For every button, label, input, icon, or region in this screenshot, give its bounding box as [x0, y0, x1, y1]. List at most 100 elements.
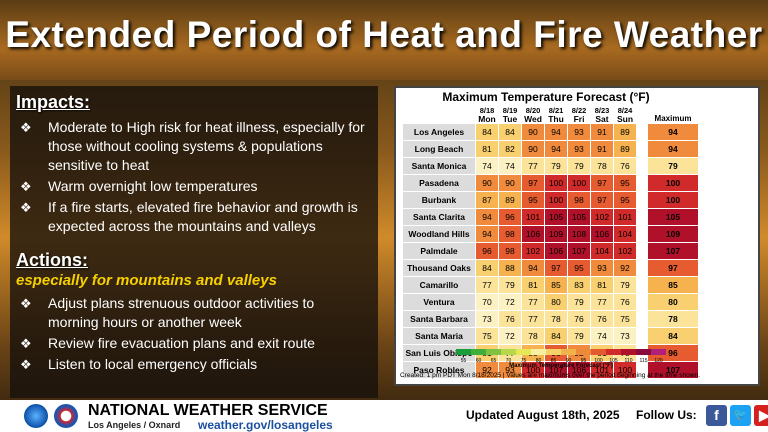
table-row: Santa Maria 75 72 78 84 79 74 73 84 [402, 327, 699, 345]
scale-swatch [456, 349, 471, 355]
bullet-icon: ❖ [20, 120, 32, 135]
website-link[interactable]: weather.gov/losangeles [198, 418, 333, 432]
temp-cell: 102 [521, 242, 545, 260]
table-row: Paso Robles 92 93 100 107 106 101 100 107 [402, 361, 699, 379]
city-cell: Woodland Hills [402, 225, 476, 243]
temp-cell: 97 [590, 174, 614, 192]
bullet-icon: ❖ [20, 179, 32, 194]
scale-tick-label: 55 [461, 358, 467, 363]
temp-cell: 101 [590, 361, 614, 379]
list-item: ❖ Moderate to High risk for heat illness,… [20, 119, 365, 173]
temp-cell: 80 [544, 293, 568, 311]
scale-swatch [561, 349, 576, 355]
page-title: Extended Period of Heat and Fire Weather [5, 14, 763, 55]
actions-heading: Actions: [16, 250, 88, 270]
city-cell: Pasadena [402, 174, 476, 192]
max-cell: 105 [647, 208, 699, 226]
temp-cell: 98 [498, 225, 522, 243]
temp-cell: 81 [475, 140, 499, 158]
temp-cell: 79 [544, 157, 568, 175]
scale-swatch [516, 349, 531, 355]
temp-cell: 102 [590, 208, 614, 226]
temp-cell: 77 [521, 310, 545, 328]
youtube-icon[interactable]: ▶ [754, 405, 768, 426]
spacer [636, 293, 648, 311]
city-cell: Thousand Oaks [402, 259, 476, 277]
day-header: 8/22 Fri [571, 106, 587, 124]
temp-cell: 74 [590, 327, 614, 345]
temp-cell: 107 [567, 242, 591, 260]
city-cell: Santa Maria [402, 327, 476, 345]
temp-cell: 95 [567, 259, 591, 277]
scale-swatch [606, 349, 621, 355]
scale-tick-label: 80 [536, 358, 542, 363]
scale-swatch [621, 349, 636, 355]
impacts-list: ❖ Moderate to High risk for heat illness,… [16, 118, 366, 238]
table-row: Pasadena 90 90 97 100 100 97 95 100 [402, 174, 699, 192]
temp-cell: 90 [475, 174, 499, 192]
maximum-header: Maximum [654, 114, 692, 123]
temp-cell: 109 [544, 225, 568, 243]
temp-cell: 70 [475, 293, 499, 311]
temp-cell: 78 [590, 157, 614, 175]
scale-swatch [471, 349, 486, 355]
temp-cell: 95 [613, 174, 637, 192]
scale-swatch [591, 349, 606, 355]
scale-tick-label: 65 [491, 358, 497, 363]
temp-cell: 89 [613, 140, 637, 158]
temp-cell: 84 [544, 327, 568, 345]
office-name: Los Angeles / Oxnard [88, 420, 181, 430]
temp-cell: 78 [521, 327, 545, 345]
temp-cell: 76 [590, 310, 614, 328]
max-cell: 80 [647, 293, 699, 311]
scale-tick-label: 115 [640, 358, 648, 363]
temp-cell: 79 [613, 276, 637, 294]
table-row: Burbank 87 89 95 100 98 97 95 100 [402, 191, 699, 209]
twitter-icon[interactable]: 🐦 [730, 405, 751, 426]
scale-swatch [636, 349, 651, 355]
max-cell: 84 [647, 327, 699, 345]
day-header: 8/18 Mon [478, 106, 496, 124]
temp-cell: 100 [613, 361, 637, 379]
temp-cell: 90 [521, 123, 545, 141]
city-cell: Palmdale [402, 242, 476, 260]
temp-cell: 79 [567, 293, 591, 311]
max-cell: 107 [647, 242, 699, 260]
scale-swatch [501, 349, 516, 355]
city-cell: Ventura [402, 293, 476, 311]
table-row: Long Beach 81 82 90 94 93 91 89 94 [402, 140, 699, 158]
temp-cell: 84 [475, 259, 499, 277]
facebook-icon[interactable]: f [706, 405, 727, 426]
city-cell: Los Angeles [402, 123, 476, 141]
temp-cell: 83 [567, 276, 591, 294]
temp-cell: 102 [613, 242, 637, 260]
city-cell: Santa Barbara [402, 310, 476, 328]
temp-cell: 76 [498, 310, 522, 328]
temp-cell: 88 [498, 259, 522, 277]
temp-cell: 94 [475, 225, 499, 243]
temp-cell: 79 [567, 327, 591, 345]
scale-tick-label: 85 [551, 358, 557, 363]
temp-cell: 106 [567, 361, 591, 379]
impacts-heading: Impacts: [16, 92, 91, 112]
spacer [636, 225, 648, 243]
table-row: Thousand Oaks 84 88 94 97 95 93 92 97 [402, 259, 699, 277]
spacer [636, 310, 648, 328]
temp-cell: 93 [567, 123, 591, 141]
forecast-table: 8/18 Mon 8/19 Tue 8/20 Wed 8/21 Thu 8/22 Fri 8/23 S… [402, 103, 699, 379]
temp-cell: 96 [498, 208, 522, 226]
follow-us-label: Follow Us: [636, 408, 697, 422]
spacer [636, 174, 648, 192]
max-cell: 97 [647, 259, 699, 277]
max-cell: 107 [647, 361, 699, 379]
spacer [636, 208, 648, 226]
temperature-color-scale [456, 349, 666, 355]
table-row: Santa Monica 74 74 77 79 79 78 76 79 [402, 157, 699, 175]
city-cell: Camarillo [402, 276, 476, 294]
temp-cell: 77 [521, 293, 545, 311]
spacer [636, 242, 648, 260]
day-header: 8/23 Sat [594, 106, 610, 124]
temp-cell: 95 [521, 191, 545, 209]
max-cell: 94 [647, 123, 699, 141]
temp-cell: 100 [521, 361, 545, 379]
